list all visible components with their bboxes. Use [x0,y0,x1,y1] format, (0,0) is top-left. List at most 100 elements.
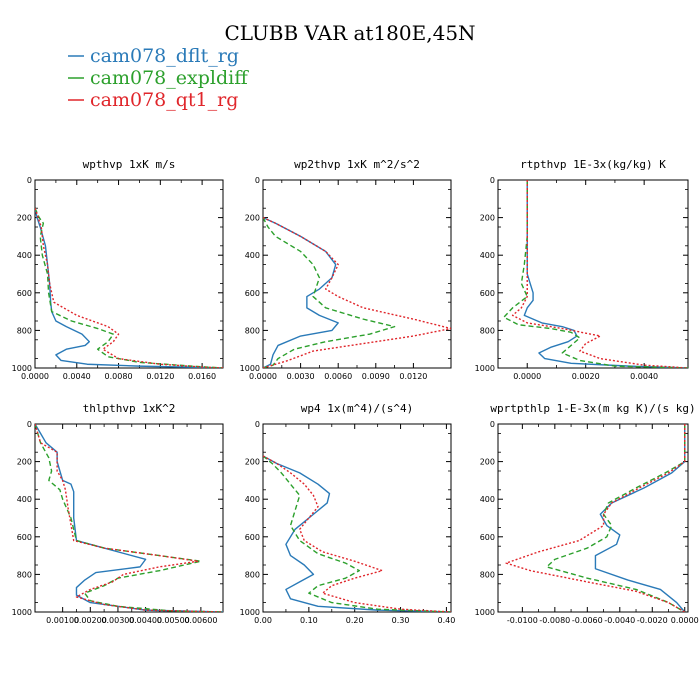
y-tick-label: 400 [245,495,260,504]
x-tick-label: 0.0040 [63,372,91,381]
x-tick-label: 0.40 [438,616,456,625]
y-tick-label: 600 [17,533,32,542]
y-tick-label: 600 [480,289,495,298]
y-tick-label: 200 [17,214,32,223]
panel-title: wp4 1x(m^4)/(s^4) [301,402,414,415]
x-tick-label: 0.00500 [157,616,190,625]
series-line-cam078_expldiff [503,180,688,368]
x-tick-label: 0.0160 [188,372,216,381]
panel-title: wp2thvp 1xK m^2/s^2 [294,158,420,171]
series-line-cam078_qt1_rg [263,455,451,612]
y-tick-label: 800 [480,326,495,335]
figure-title: CLUBB VAR at180E,45N [224,21,475,45]
plot-frame [262,423,452,613]
y-tick-label: 400 [245,251,260,260]
series-line-cam078_qt1_rg [35,424,223,612]
legend-label-cam078_expldiff: cam078_expldiff [90,67,249,89]
y-tick-label: 0 [490,176,495,185]
x-tick-label: 0.0000 [671,616,699,625]
x-tick-label: 0.0000 [513,372,541,381]
x-tick-label: 0.30 [392,616,410,625]
x-tick-label: 0.00600 [184,616,217,625]
y-tick-label: 800 [245,570,260,579]
y-tick-label: 1000 [12,608,32,617]
x-tick-label: 0.00400 [129,616,162,625]
series-line-cam078_expldiff [263,217,396,368]
y-tick-label: 200 [480,214,495,223]
legend-label-cam078_dflt_rg: cam078_dflt_rg [90,45,239,67]
y-tick-label: 400 [480,495,495,504]
panel-4: thlpthvp 1xK^2020040060080010000.001000.… [12,402,224,625]
y-tick-label: 1000 [12,364,32,373]
x-tick-label: -0.0060 [572,616,603,625]
series-line-cam078_dflt_rg [263,455,451,612]
series-line-cam078_qt1_rg [505,424,686,612]
series-line-cam078_expldiff [35,207,223,368]
plot-frame [497,179,689,369]
y-tick-label: 0 [490,420,495,429]
y-tick-label: 800 [17,326,32,335]
x-tick-label: 0.0060 [324,372,352,381]
series-line-cam078_qt1_rg [263,216,451,368]
y-tick-label: 1000 [475,608,495,617]
y-tick-label: 200 [245,214,260,223]
y-tick-label: 1000 [240,364,260,373]
y-tick-label: 800 [245,326,260,335]
plot-frame [34,179,224,369]
x-tick-label: 0.0030 [287,372,315,381]
panel-title: rtpthvp 1E-3x(kg/kg) K [520,158,666,171]
y-tick-label: 0 [255,420,260,429]
x-tick-label: 0.00100 [46,616,79,625]
y-tick-label: 400 [17,495,32,504]
x-tick-label: -0.0040 [604,616,635,625]
y-tick-label: 0 [27,420,32,429]
legend: cam078_dflt_rgcam078_expldiffcam078_qt1_… [68,45,249,111]
y-tick-label: 400 [17,251,32,260]
x-tick-label: 0.0000 [21,372,49,381]
y-tick-label: 0 [27,176,32,185]
y-tick-label: 200 [245,458,260,467]
series-line-cam078_dflt_rg [594,424,686,612]
x-tick-label: 0.00200 [74,616,107,625]
x-tick-label: 0.0090 [362,372,390,381]
plot-frame [497,423,689,613]
series-line-cam078_expldiff [263,455,451,612]
y-tick-label: 600 [480,533,495,542]
y-tick-label: 1000 [475,364,495,373]
x-tick-label: 0.10 [300,616,318,625]
series-line-cam078_dflt_rg [263,216,339,368]
series-line-cam078_dflt_rg [35,208,223,368]
panel-title: wpthvp 1xK m/s [83,158,176,171]
x-tick-label: 0.0120 [146,372,174,381]
x-tick-label: 0.0040 [630,372,658,381]
y-tick-label: 1000 [240,608,260,617]
panel-3: rtpthvp 1E-3x(kg/kg) K 0 200 400 600 800 1000 0… [475,158,689,381]
x-tick-label: -0.0080 [539,616,570,625]
x-tick-label: -0.0020 [637,616,668,625]
series-line-cam078_expldiff [546,424,686,612]
x-tick-label: 0.00 [254,616,272,625]
x-tick-label: 0.0080 [105,372,133,381]
series-line-cam078_expldiff [35,424,223,612]
x-tick-label: 0.0020 [572,372,600,381]
y-tick-label: 0 [255,176,260,185]
panel-title: thlpthvp 1xK^2 [83,402,176,415]
panel-6: wprtpthlp 1-E-3x(m kg K)/(s kg) 0 200 400 60… [475,402,699,625]
y-tick-label: 200 [480,458,495,467]
panel-2: wp2thvp 1xK m^2/s^2020040060080010000.00… [240,158,452,381]
series-line-cam078_qt1_rg [511,180,688,368]
legend-label-cam078_qt1_rg: cam078_qt1_rg [90,89,238,111]
panel-title: wprtpthlp 1-E-3x(m kg K)/(s kg) [490,402,695,415]
y-tick-label: 800 [480,570,495,579]
y-tick-label: 600 [245,533,260,542]
x-tick-label: -0.0100 [507,616,538,625]
y-tick-label: 600 [17,289,32,298]
plot-frame [34,423,224,613]
x-tick-label: 0.20 [346,616,364,625]
y-tick-label: 200 [17,458,32,467]
x-tick-label: 0.0120 [399,372,427,381]
